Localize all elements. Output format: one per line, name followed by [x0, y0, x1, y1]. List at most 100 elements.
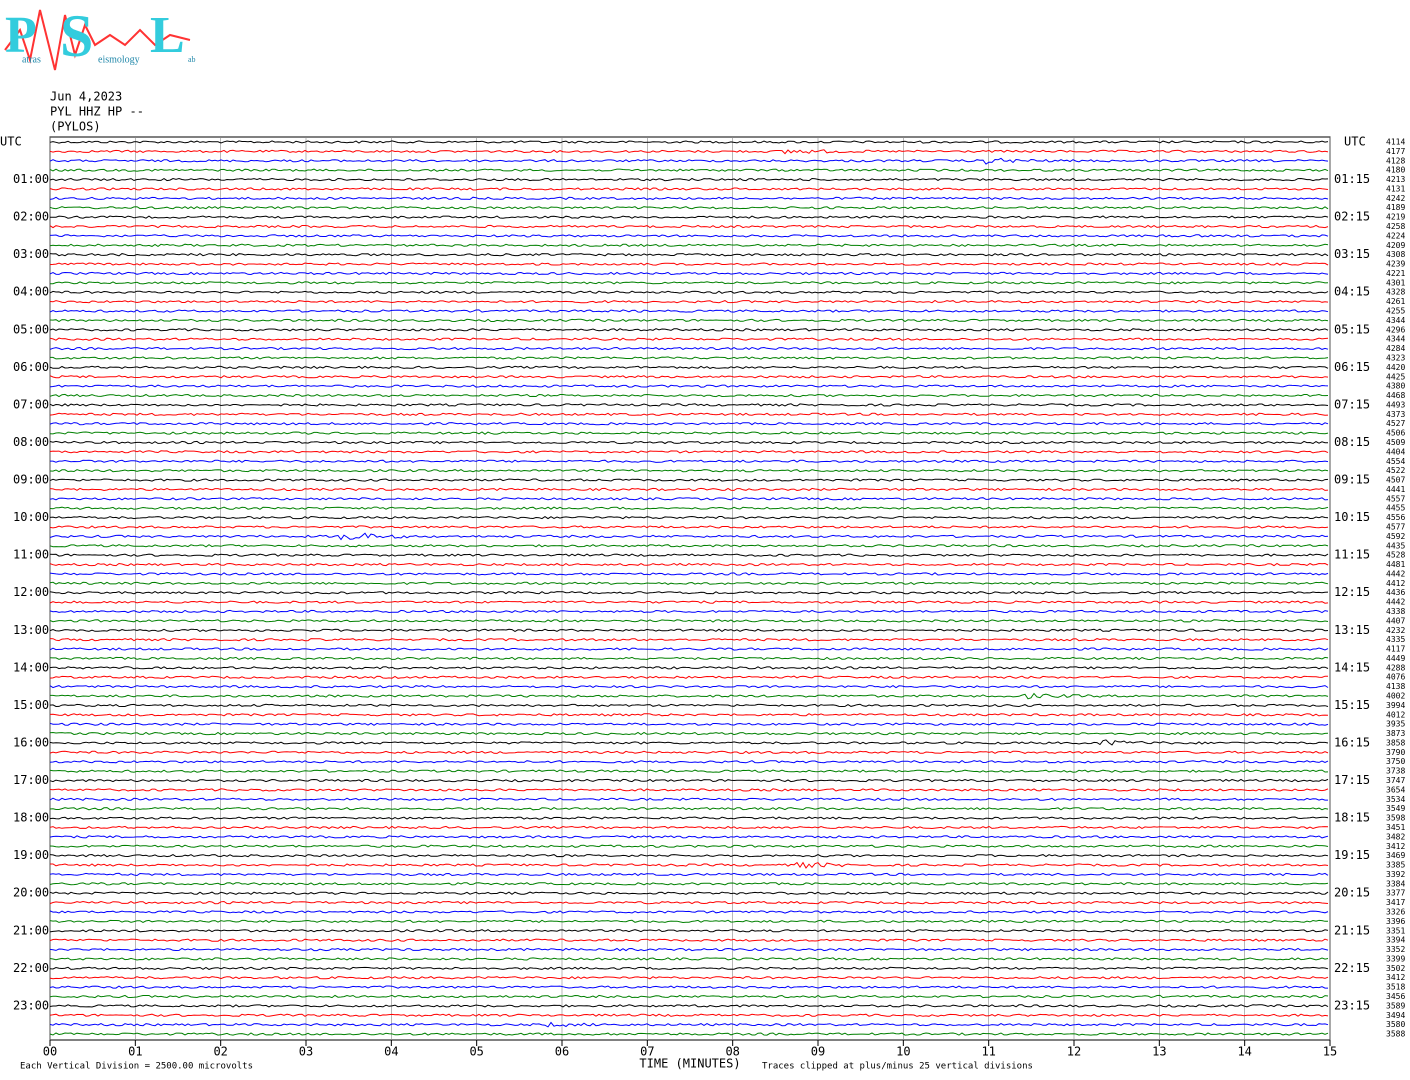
trace: [50, 692, 1329, 700]
row-value: 4344: [1386, 335, 1405, 344]
row-label: 10:15: [1334, 510, 1370, 524]
trace: [49, 525, 1329, 529]
row-value: 4232: [1386, 626, 1405, 635]
row-label: 07:15: [1334, 397, 1370, 411]
row-value: 4242: [1386, 194, 1405, 203]
trace: [49, 384, 1329, 388]
row-label: 07:00: [13, 397, 49, 411]
logo-text: eismology: [98, 54, 140, 65]
row-label: 23:00: [13, 998, 49, 1012]
trace: [49, 412, 1329, 417]
row-label: 18:15: [1334, 811, 1370, 825]
x-tick-label: 12: [1067, 1045, 1081, 1059]
trace: [49, 532, 1329, 541]
footnote: Each Vertical Division = 2500.00 microvo…: [20, 1062, 253, 1072]
row-value: 4323: [1386, 353, 1405, 362]
row-value: 3494: [1386, 1011, 1405, 1020]
trace: [49, 187, 1329, 191]
trace: [50, 281, 1329, 285]
row-value: 3412: [1386, 973, 1405, 982]
row-value: 4455: [1386, 504, 1405, 513]
row-value: 3994: [1386, 701, 1405, 710]
row-value: 3412: [1386, 842, 1405, 851]
trace: [49, 638, 1329, 642]
row-value: 3598: [1386, 814, 1405, 823]
trace: [49, 900, 1329, 905]
trace: [49, 628, 1329, 633]
row-value: 4436: [1386, 588, 1405, 597]
station: PYL HHZ HP --: [50, 105, 144, 119]
row-value: 4261: [1386, 297, 1405, 306]
trace: [49, 422, 1329, 426]
row-value: 4407: [1386, 616, 1405, 625]
trace: [49, 750, 1329, 754]
row-label: 17:00: [13, 773, 49, 787]
row-value: 4219: [1386, 213, 1405, 222]
row-value: 3549: [1386, 804, 1405, 813]
logo-letter: S: [60, 3, 93, 69]
x-tick-label: 03: [299, 1045, 313, 1059]
row-label: 21:15: [1334, 923, 1370, 937]
row-label: 17:15: [1334, 773, 1370, 787]
row-label: 08:00: [13, 435, 49, 449]
row-value: 4284: [1386, 344, 1405, 353]
logo-wave: [4, 9, 191, 71]
trace: [49, 487, 1329, 492]
trace: [49, 825, 1329, 830]
trace: [49, 797, 1328, 801]
trace: [49, 778, 1329, 783]
trace: [49, 853, 1329, 858]
trace: [49, 947, 1329, 952]
row-value: 3588: [1386, 1030, 1405, 1039]
trace: [49, 365, 1329, 370]
row-label: 12:00: [13, 585, 49, 599]
x-tick-label: 10: [896, 1045, 910, 1059]
row-value: 3502: [1386, 964, 1405, 973]
trace: [49, 609, 1329, 614]
row-value: 3518: [1386, 983, 1405, 992]
row-value: 4335: [1386, 635, 1405, 644]
row-value: 3747: [1386, 776, 1405, 785]
row-value: 4189: [1386, 203, 1405, 212]
row-label: 19:15: [1334, 848, 1370, 862]
row-value: 3326: [1386, 907, 1405, 916]
trace: [50, 459, 1329, 463]
row-label: 11:00: [13, 548, 49, 562]
trace: [49, 346, 1329, 351]
trace: [49, 919, 1328, 924]
trace: [49, 224, 1329, 229]
row-value: 3935: [1386, 720, 1405, 729]
row-value: 4449: [1386, 654, 1405, 663]
row-label: 19:00: [13, 848, 49, 862]
row-label: 13:15: [1334, 623, 1370, 637]
trace: [49, 299, 1329, 304]
trace: [49, 168, 1329, 172]
row-value: 4288: [1386, 663, 1405, 672]
trace: [49, 788, 1329, 792]
row-value: 4117: [1386, 645, 1405, 654]
trace: [49, 572, 1329, 576]
row-value: 4239: [1386, 260, 1405, 269]
trace: [49, 1032, 1329, 1036]
row-label: 22:15: [1334, 961, 1370, 975]
trace: [49, 910, 1329, 914]
trace: [49, 243, 1329, 248]
row-label: UTC: [1344, 135, 1366, 149]
trace: [49, 393, 1329, 398]
row-value: 4380: [1386, 382, 1405, 391]
row-value: 4592: [1386, 532, 1405, 541]
row-value: 3352: [1386, 945, 1405, 954]
row-value: 4255: [1386, 307, 1405, 316]
row-value: 4442: [1386, 569, 1405, 578]
footnote: Traces clipped at plus/minus 25 vertical…: [762, 1062, 1033, 1072]
row-value: 4425: [1386, 372, 1405, 381]
trace: [49, 581, 1329, 585]
row-value: 3392: [1386, 870, 1405, 879]
row-label: 06:15: [1334, 360, 1370, 374]
row-label: 21:00: [13, 923, 49, 937]
row-value: 3377: [1386, 889, 1405, 898]
trace: [49, 328, 1329, 332]
row-value: 4441: [1386, 485, 1405, 494]
trace: [49, 440, 1329, 445]
